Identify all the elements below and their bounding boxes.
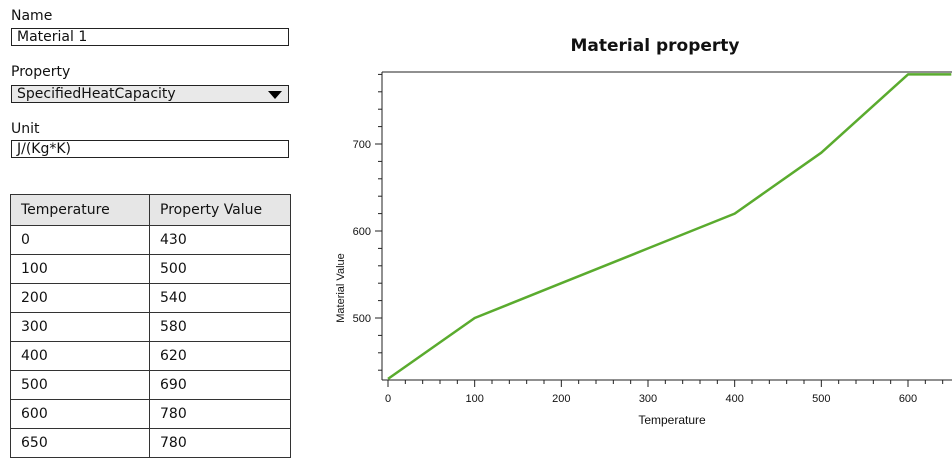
- x-tick-label: 0: [385, 393, 391, 405]
- temperature-cell[interactable]: 600: [10, 399, 150, 429]
- name-field[interactable]: Material 1: [11, 28, 289, 46]
- x-tick-label: 100: [465, 393, 483, 405]
- y-tick-label: 500: [353, 313, 371, 325]
- property-value-cell[interactable]: 580: [149, 312, 291, 342]
- temperature-cell[interactable]: 200: [10, 283, 150, 313]
- chart-title: Material property: [570, 36, 740, 56]
- table-header-row: Temperature Property Value: [10, 194, 291, 226]
- temperature-cell[interactable]: 650: [10, 428, 150, 458]
- unit-label: Unit: [11, 121, 40, 137]
- table-row[interactable]: 600 780: [10, 399, 291, 429]
- table-row[interactable]: 650 780: [10, 428, 291, 458]
- property-value-cell[interactable]: 430: [149, 225, 291, 255]
- column-header-temperature[interactable]: Temperature: [10, 194, 150, 226]
- chevron-down-icon[interactable]: [268, 91, 282, 99]
- temperature-cell[interactable]: 300: [10, 312, 150, 342]
- y-axis-label: Material Value: [335, 253, 347, 323]
- x-tick-label: 400: [725, 393, 743, 405]
- property-value-cell[interactable]: 500: [149, 254, 291, 284]
- property-value-cell[interactable]: 780: [149, 399, 291, 429]
- y-tick-label: 600: [353, 226, 371, 238]
- name-label: Name: [11, 8, 53, 24]
- y-tick-label: 700: [353, 139, 371, 151]
- property-select[interactable]: SpecifiedHeatCapacity: [11, 85, 289, 103]
- x-tick-label: 600: [899, 393, 917, 405]
- temperature-cell[interactable]: 0: [10, 225, 150, 255]
- table-row[interactable]: 300 580: [10, 312, 291, 342]
- unit-field[interactable]: J/(Kg*K): [11, 140, 289, 158]
- column-header-property-value[interactable]: Property Value: [149, 194, 291, 226]
- x-tick-label: 500: [812, 393, 830, 405]
- table-row[interactable]: 400 620: [10, 341, 291, 371]
- property-value-cell[interactable]: 780: [149, 428, 291, 458]
- property-value-cell[interactable]: 690: [149, 370, 291, 400]
- temperature-cell[interactable]: 100: [10, 254, 150, 284]
- table-row[interactable]: 100 500: [10, 254, 291, 284]
- chart-axes: [381, 71, 952, 381]
- series-line: [387, 73, 952, 380]
- property-table: Temperature Property Value 0 430 100 500 2…: [10, 194, 291, 458]
- table-row[interactable]: 200 540: [10, 283, 291, 313]
- table-row[interactable]: 500 690: [10, 370, 291, 400]
- property-value-cell[interactable]: 540: [149, 283, 291, 313]
- temperature-cell[interactable]: 400: [10, 341, 150, 371]
- property-label: Property: [11, 64, 71, 80]
- x-axis-label: Temperature: [638, 413, 706, 427]
- chart-series: [387, 73, 952, 380]
- property-value-cell[interactable]: 620: [149, 341, 291, 371]
- line-chart: 0 100 200 300 400 500 600 500 600 700 Temperature…: [335, 71, 952, 427]
- table-row[interactable]: 0 430: [10, 225, 291, 255]
- temperature-cell[interactable]: 500: [10, 370, 150, 400]
- property-select-value: SpecifiedHeatCapacity: [17, 86, 176, 102]
- x-tick-label: 200: [552, 393, 570, 405]
- x-tick-label: 300: [639, 393, 657, 405]
- chart-ticks: 0 100 200 300 400 500 600 500 600 700: [353, 73, 944, 405]
